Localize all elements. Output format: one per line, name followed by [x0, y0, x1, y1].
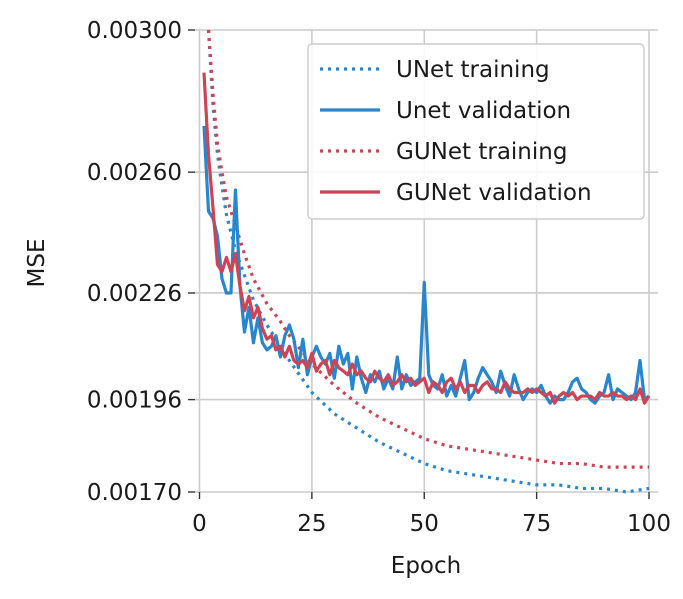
y-axis-label: MSE	[24, 239, 50, 288]
series-layer	[202, 28, 651, 494]
x-tick-labels: 0 25 50 75 100	[192, 492, 671, 537]
x-tick-label: 50	[410, 511, 439, 537]
y-tick-labels: 0.00170 0.00196 0.00226 0.00260 0.00300	[87, 18, 195, 506]
y-tick-label: 0.00170	[87, 480, 182, 506]
x-tick-label: 0	[192, 511, 207, 537]
y-tick-label: 0.00196	[87, 388, 182, 414]
y-tick-label: 0.00300	[87, 18, 182, 44]
legend-label: GUNet training	[396, 139, 567, 165]
x-tick-label: 100	[627, 511, 671, 537]
x-axis-label: Epoch	[391, 553, 461, 579]
x-tick-label: 25	[297, 511, 326, 537]
x-tick-label: 75	[522, 511, 551, 537]
series-line-gunet-validation	[202, 72, 651, 405]
legend-label: UNet training	[396, 57, 550, 83]
y-tick-label: 0.00260	[87, 160, 182, 186]
legend-frame	[307, 43, 645, 220]
legend-label: GUNet validation	[396, 180, 592, 206]
y-tick-label: 0.00226	[87, 281, 182, 307]
legend: UNet training Unet validation GUNet traini…	[307, 43, 645, 220]
legend-label: Unet validation	[396, 98, 571, 124]
